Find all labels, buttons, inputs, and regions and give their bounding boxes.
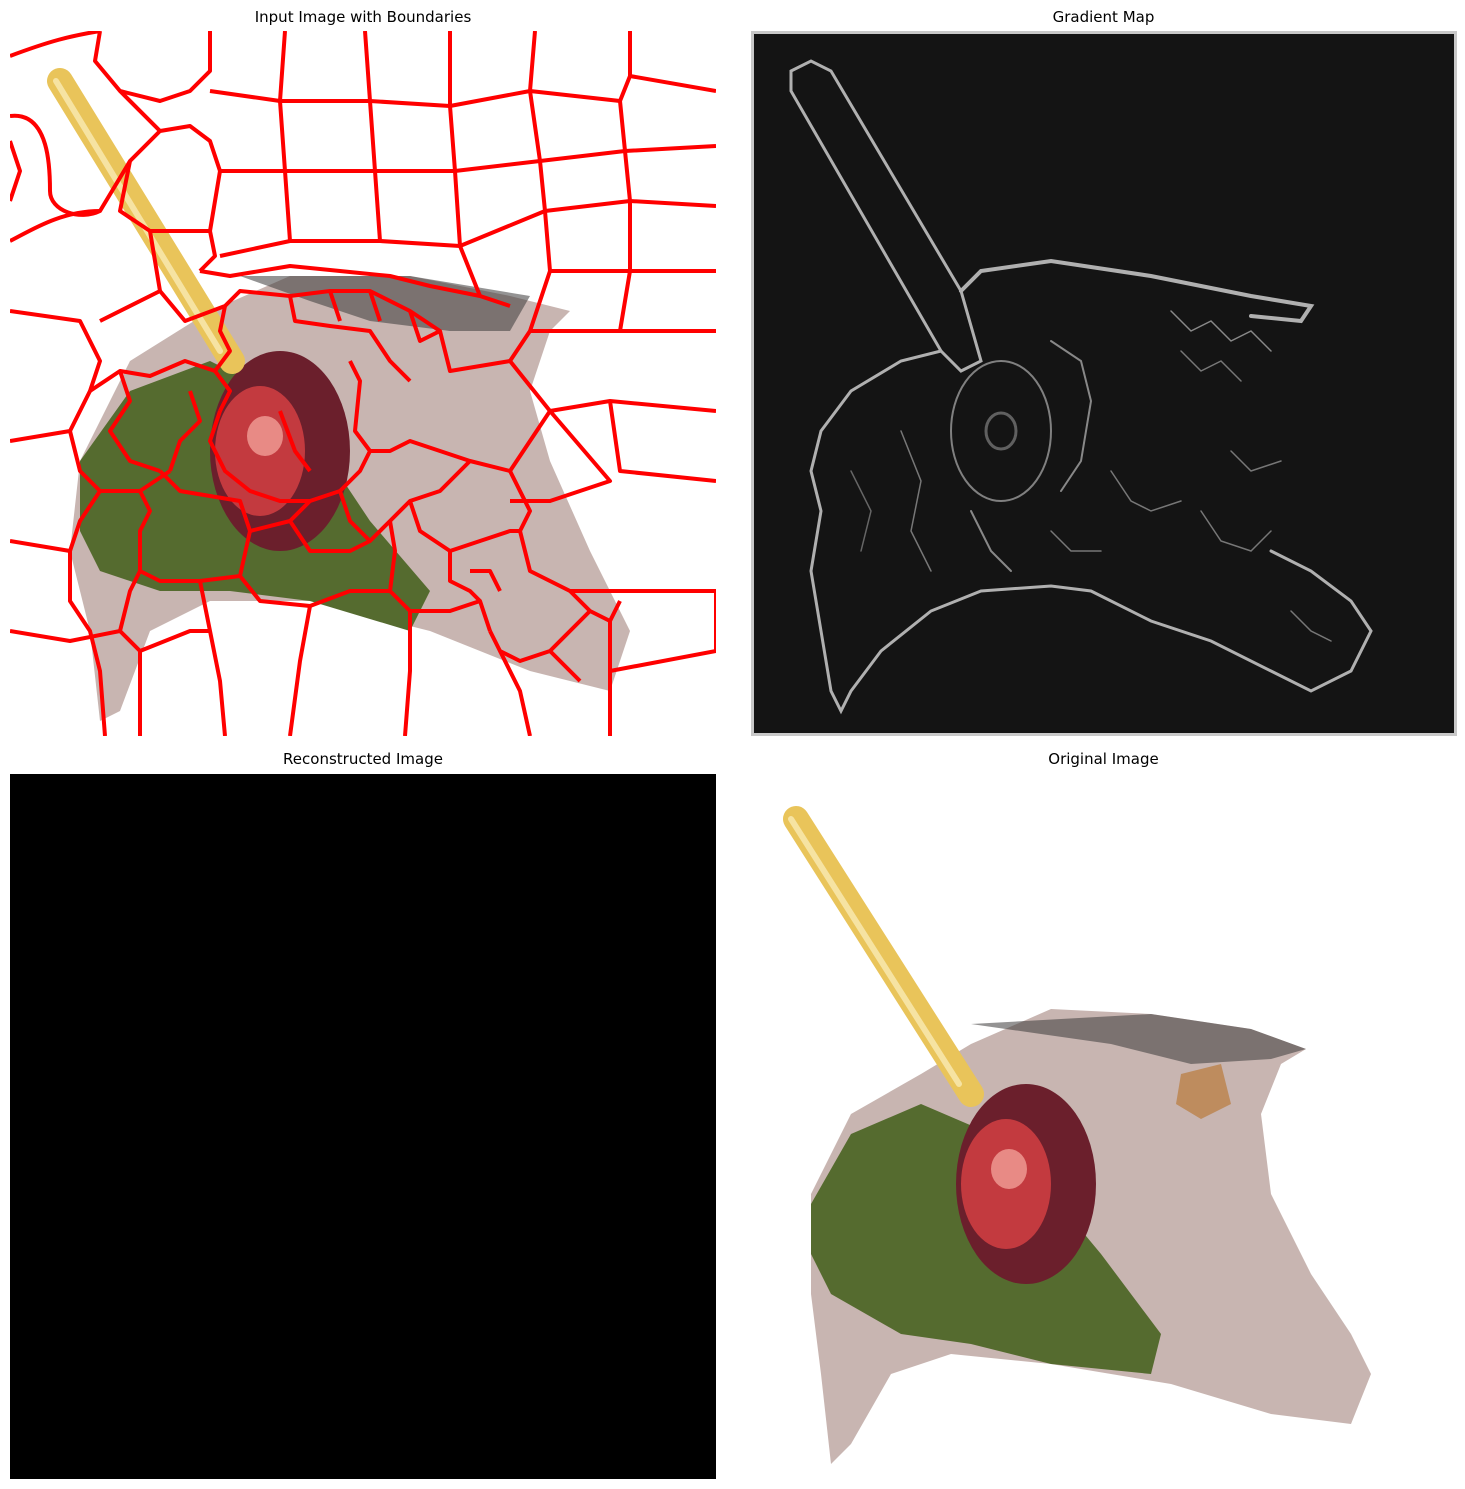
input-image-with-boundaries bbox=[10, 31, 716, 736]
input-image-panel bbox=[10, 31, 716, 736]
reconstructed-image-panel bbox=[10, 774, 716, 1479]
original-image-panel bbox=[751, 774, 1457, 1479]
superpixel-boundaries bbox=[10, 31, 716, 736]
gradient-map-panel bbox=[751, 31, 1457, 736]
gradient-edges bbox=[789, 59, 1373, 715]
original-image bbox=[751, 774, 1457, 1479]
scene-object bbox=[47, 68, 630, 721]
panel-title-reconstructed: Reconstructed Image bbox=[283, 750, 443, 768]
original-scene bbox=[783, 806, 1371, 1464]
panel-title-original: Original Image bbox=[1048, 750, 1159, 768]
panel-title-input: Input Image with Boundaries bbox=[254, 8, 472, 26]
panel-title-gradient: Gradient Map bbox=[1052, 8, 1155, 26]
gradient-map bbox=[751, 31, 1457, 736]
reconstructed-image bbox=[10, 774, 716, 1479]
